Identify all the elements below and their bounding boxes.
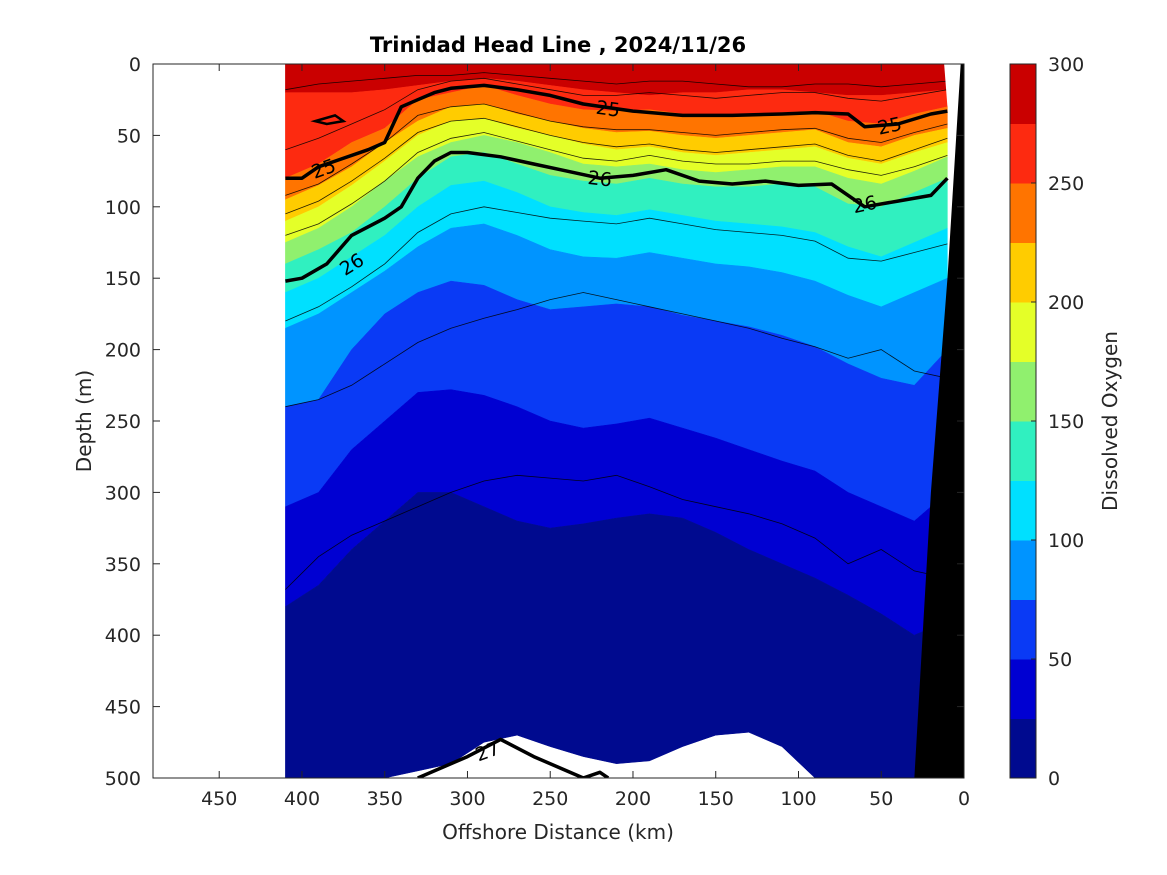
colorbar-tick-label: 200 xyxy=(1048,292,1084,314)
x-tick-label: 350 xyxy=(367,788,403,810)
y-tick-label: 500 xyxy=(105,768,141,790)
x-tick-label: 200 xyxy=(615,788,651,810)
x-tick-label: 50 xyxy=(869,788,893,810)
y-axis: 0 50 100 150 200 250 300 350 400 450 500 xyxy=(105,54,964,790)
seafloor-edge xyxy=(944,64,961,107)
colorbar-tick-label: 0 xyxy=(1048,768,1060,790)
chart-title: Trinidad Head Line , 2024/11/26 xyxy=(370,33,746,57)
isopycnal-26 xyxy=(285,150,949,283)
thin-contour-3 xyxy=(285,117,948,215)
colorbar-swatch-9 xyxy=(1010,183,1036,243)
colorbar-tick-label: 150 xyxy=(1048,411,1084,433)
colorbar-swatch-10 xyxy=(1010,123,1036,184)
colorbar-tick-label: 250 xyxy=(1048,173,1084,195)
y-tick-label: 250 xyxy=(105,411,141,433)
x-tick-label: 250 xyxy=(532,788,568,810)
colorbar-swatch-4 xyxy=(1010,480,1036,541)
contour-label-25: 25 xyxy=(595,97,622,122)
thin-contour-5 xyxy=(285,206,948,322)
colorbar-tick-label: 100 xyxy=(1048,530,1084,552)
contour-label-25: 25 xyxy=(876,113,904,140)
thin-contour-4 xyxy=(285,132,948,236)
y-tick-label: 300 xyxy=(105,482,141,504)
y-tick-label: 0 xyxy=(129,54,141,76)
colorbar-swatch-7 xyxy=(1010,302,1036,362)
y-tick-label: 400 xyxy=(105,625,141,647)
oxygen-contour-fills xyxy=(285,64,948,778)
y-tick-label: 350 xyxy=(105,554,141,576)
colorbar: 0 50 100 150 200 250 300 xyxy=(1009,54,1084,790)
thin-contour-2 xyxy=(285,103,948,196)
y-tick-label: 50 xyxy=(117,125,141,147)
contour-label-26: 26 xyxy=(587,167,613,191)
colorbar-label: Dissolved Oxygen xyxy=(1098,331,1122,511)
x-axis: 450 400 350 300 250 200 150 100 50 0 xyxy=(201,64,970,810)
thin-contour-6 xyxy=(285,292,948,408)
y-axis-label: Depth (m) xyxy=(72,370,96,472)
isopycnal-lines xyxy=(285,83,949,778)
x-tick-label: 450 xyxy=(201,788,237,810)
colorbar-tick-label: 300 xyxy=(1048,54,1084,76)
colorbar-swatch-11 xyxy=(1010,64,1036,124)
x-tick-label: 150 xyxy=(698,788,734,810)
bathymetry-shape xyxy=(914,64,964,778)
isopycnal-27 xyxy=(417,737,610,778)
thin-contour-lines xyxy=(285,72,948,590)
contour-label-26: 26 xyxy=(851,192,879,219)
colorbar-tick-label: 50 xyxy=(1048,649,1072,671)
x-tick-label: 100 xyxy=(780,788,816,810)
colorbar-swatch-0 xyxy=(1010,718,1036,779)
y-tick-label: 450 xyxy=(105,697,141,719)
thin-contour-1 xyxy=(285,77,948,151)
y-tick-label: 150 xyxy=(105,268,141,290)
seafloor xyxy=(914,64,964,778)
y-tick-label: 200 xyxy=(105,340,141,362)
x-tick-label: 300 xyxy=(449,788,485,810)
colorbar-swatch-5 xyxy=(1010,421,1036,481)
x-tick-label: 400 xyxy=(284,788,320,810)
colorbar-swatch-2 xyxy=(1010,599,1036,660)
colorbar-swatch-6 xyxy=(1010,361,1036,422)
isopycnal-25 xyxy=(285,83,948,180)
x-axis-label: Offshore Distance (km) xyxy=(442,820,674,844)
x-tick-label: 0 xyxy=(958,788,970,810)
y-tick-label: 100 xyxy=(105,197,141,219)
closed-contour xyxy=(310,114,347,126)
thin-contour-7 xyxy=(285,474,948,590)
colorbar-swatch-3 xyxy=(1010,540,1036,600)
colorbar-swatch-1 xyxy=(1010,659,1036,719)
thin-contour-0 xyxy=(285,72,948,91)
oxygen-band-0-25 xyxy=(285,492,948,778)
colorbar-swatch-8 xyxy=(1010,242,1036,303)
